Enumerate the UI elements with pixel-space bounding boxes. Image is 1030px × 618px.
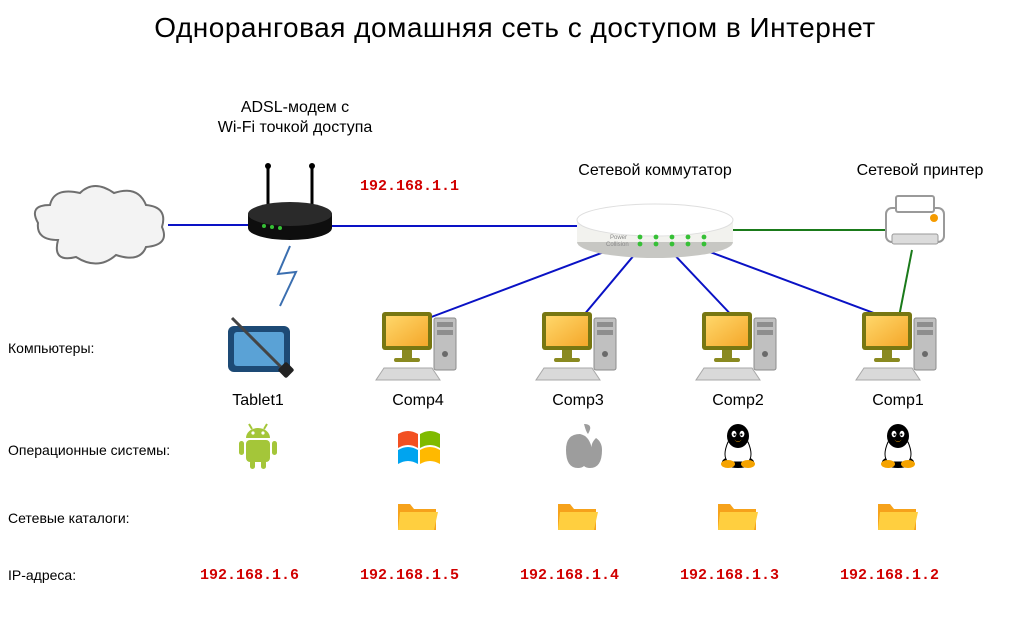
- switch-icon: Power Collision: [577, 204, 733, 258]
- pc-icon: [696, 312, 776, 380]
- tablet-icon: [228, 318, 294, 378]
- printer-label: Сетевой принтер: [830, 162, 1010, 180]
- windows-icon: [398, 431, 440, 464]
- device-name: Comp1: [848, 392, 948, 410]
- device-ip: 192.168.1.3: [680, 567, 779, 584]
- folder-icon: [398, 504, 438, 530]
- folder-icon: [718, 504, 758, 530]
- printer-icon: [886, 196, 944, 244]
- device-ip: 192.168.1.4: [520, 567, 619, 584]
- modem-label-line2: Wi-Fi точкой доступа: [218, 119, 373, 136]
- modem-label-line1: ADSL-модем с: [241, 99, 349, 116]
- device-name: Tablet1: [208, 392, 308, 410]
- row-label-os: Операционные системы:: [8, 442, 170, 458]
- pc-icon: [536, 312, 616, 380]
- apple-icon: [566, 424, 602, 468]
- device-name: Comp2: [688, 392, 788, 410]
- row-label-computers: Компьютеры:: [8, 340, 94, 356]
- device-name: Comp3: [528, 392, 628, 410]
- switch-label: Сетевой коммутатор: [540, 162, 770, 180]
- row-label-ip: IP-адреса:: [8, 567, 76, 583]
- android-icon: [239, 424, 277, 469]
- linux-icon: [721, 424, 755, 468]
- device-ip: 192.168.1.5: [360, 567, 459, 584]
- modem-ip: 192.168.1.1: [360, 178, 459, 195]
- modem-label: ADSL-модем с Wi-Fi точкой доступа: [180, 98, 410, 138]
- device-name: Comp4: [368, 392, 468, 410]
- folder-icon: [558, 504, 598, 530]
- linux-icon: [881, 424, 915, 468]
- wires: [168, 225, 898, 322]
- internet-label: Интернет: [50, 215, 150, 233]
- svg-text:Collision: Collision: [606, 242, 629, 248]
- page-title: Одноранговая домашняя сеть с доступом в …: [0, 12, 1030, 44]
- pc-icon: [856, 312, 936, 380]
- device-ip: 192.168.1.6: [200, 567, 299, 584]
- diagram-canvas: Power Collision: [0, 0, 1030, 618]
- router-icon: [248, 163, 332, 240]
- pc-icon: [376, 312, 456, 380]
- device-ip: 192.168.1.2: [840, 567, 939, 584]
- folder-icon: [878, 504, 918, 530]
- row-label-folders: Сетевые каталоги:: [8, 510, 130, 526]
- svg-text:Power: Power: [610, 235, 627, 241]
